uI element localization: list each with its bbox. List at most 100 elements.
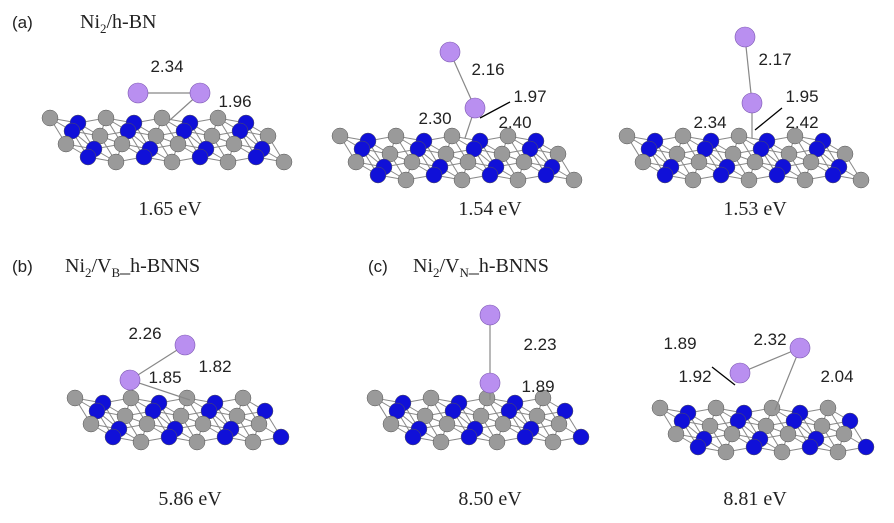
- n-atom: [797, 172, 813, 188]
- n-atom: [489, 434, 505, 450]
- n-atom: [516, 154, 532, 170]
- b-atom: [690, 439, 706, 455]
- n-atom: [668, 426, 684, 442]
- bond-length: 2.04: [820, 367, 853, 386]
- structure: [652, 338, 874, 460]
- n-atom: [98, 110, 114, 126]
- b-atom: [161, 429, 177, 445]
- ni-atom: [465, 98, 485, 118]
- panel-label: (c): [368, 257, 388, 276]
- ni-atom: [440, 42, 460, 62]
- title-part: /h-BN: [107, 11, 157, 33]
- title-part: _h-BNNS: [468, 255, 549, 277]
- ni-atom: [480, 373, 500, 393]
- figure: (a)Ni2/h-BN2.341.961.65 eV2.161.972.302.…: [0, 0, 894, 523]
- title-part: /V: [92, 255, 113, 277]
- n-atom: [332, 128, 348, 144]
- ni-atom: [128, 83, 148, 103]
- bond-length: 1.97: [513, 87, 546, 106]
- b-atom: [461, 429, 477, 445]
- n-atom: [58, 136, 74, 152]
- b-atom: [482, 167, 498, 183]
- n-atom: [388, 128, 404, 144]
- n-atom: [635, 154, 651, 170]
- energy: 5.86 eV: [158, 488, 222, 510]
- n-atom: [774, 444, 790, 460]
- n-atom: [235, 390, 251, 406]
- n-atom: [747, 154, 763, 170]
- n-atom: [830, 444, 846, 460]
- n-atom: [195, 416, 211, 432]
- n-atom: [741, 172, 757, 188]
- subscript: B: [112, 265, 121, 280]
- b-atom: [105, 429, 121, 445]
- ni-atom: [480, 305, 500, 325]
- b-atom: [136, 149, 152, 165]
- n-atom: [398, 172, 414, 188]
- structure: [332, 42, 582, 188]
- title-part: _h-BNNS: [119, 255, 200, 277]
- n-atom: [123, 390, 139, 406]
- energy: 1.65 eV: [138, 198, 202, 220]
- n-atom: [108, 154, 124, 170]
- bond-length: 2.40: [498, 113, 531, 132]
- bond-length: 2.34: [150, 57, 183, 76]
- structure: [67, 335, 289, 450]
- n-atom: [348, 154, 364, 170]
- structure: [619, 27, 869, 188]
- bond-length: 2.26: [128, 324, 161, 343]
- ni-atom: [790, 338, 810, 358]
- n-atom: [551, 416, 567, 432]
- n-atom: [189, 434, 205, 450]
- energy: 8.50 eV: [458, 488, 522, 510]
- n-atom: [179, 390, 195, 406]
- n-atom: [133, 434, 149, 450]
- n-atom: [708, 400, 724, 416]
- structure: [367, 305, 589, 450]
- ni-atom: [735, 27, 755, 47]
- n-atom: [836, 426, 852, 442]
- n-atom: [383, 416, 399, 432]
- panel-label: (a): [12, 13, 33, 32]
- n-atom: [276, 154, 292, 170]
- b-atom: [573, 429, 589, 445]
- n-atom: [433, 434, 449, 450]
- b-atom: [713, 167, 729, 183]
- n-atom: [404, 154, 420, 170]
- ni-atom: [742, 93, 762, 113]
- ni-atom: [730, 363, 750, 383]
- bond-length: 1.89: [663, 334, 696, 353]
- bond-length: 2.30: [418, 109, 451, 128]
- n-atom: [545, 434, 561, 450]
- bond-length: 2.42: [785, 113, 818, 132]
- panel-label: (b): [12, 257, 33, 276]
- ni-atom: [190, 83, 210, 103]
- n-atom: [619, 128, 635, 144]
- n-atom: [460, 154, 476, 170]
- bond-length: 2.32: [753, 330, 786, 349]
- b-atom: [405, 429, 421, 445]
- n-atom: [675, 128, 691, 144]
- n-atom: [566, 172, 582, 188]
- energy: 8.81 eV: [723, 488, 787, 510]
- b-atom: [517, 429, 533, 445]
- title-part: /V: [440, 255, 461, 277]
- n-atom: [803, 154, 819, 170]
- b-atom: [802, 439, 818, 455]
- n-atom: [691, 154, 707, 170]
- n-atom: [367, 390, 383, 406]
- n-atom: [139, 416, 155, 432]
- b-atom: [657, 167, 673, 183]
- b-atom: [426, 167, 442, 183]
- bond-length: 2.34: [693, 113, 726, 132]
- b-atom: [192, 149, 208, 165]
- bond-length: 1.95: [785, 87, 818, 106]
- ni-atom: [175, 335, 195, 355]
- ni-atom: [120, 370, 140, 390]
- n-atom: [423, 390, 439, 406]
- n-atom: [652, 400, 668, 416]
- bond-length: 2.17: [758, 50, 791, 69]
- b-atom: [825, 167, 841, 183]
- n-atom: [731, 128, 747, 144]
- bond-length: 2.16: [471, 60, 504, 79]
